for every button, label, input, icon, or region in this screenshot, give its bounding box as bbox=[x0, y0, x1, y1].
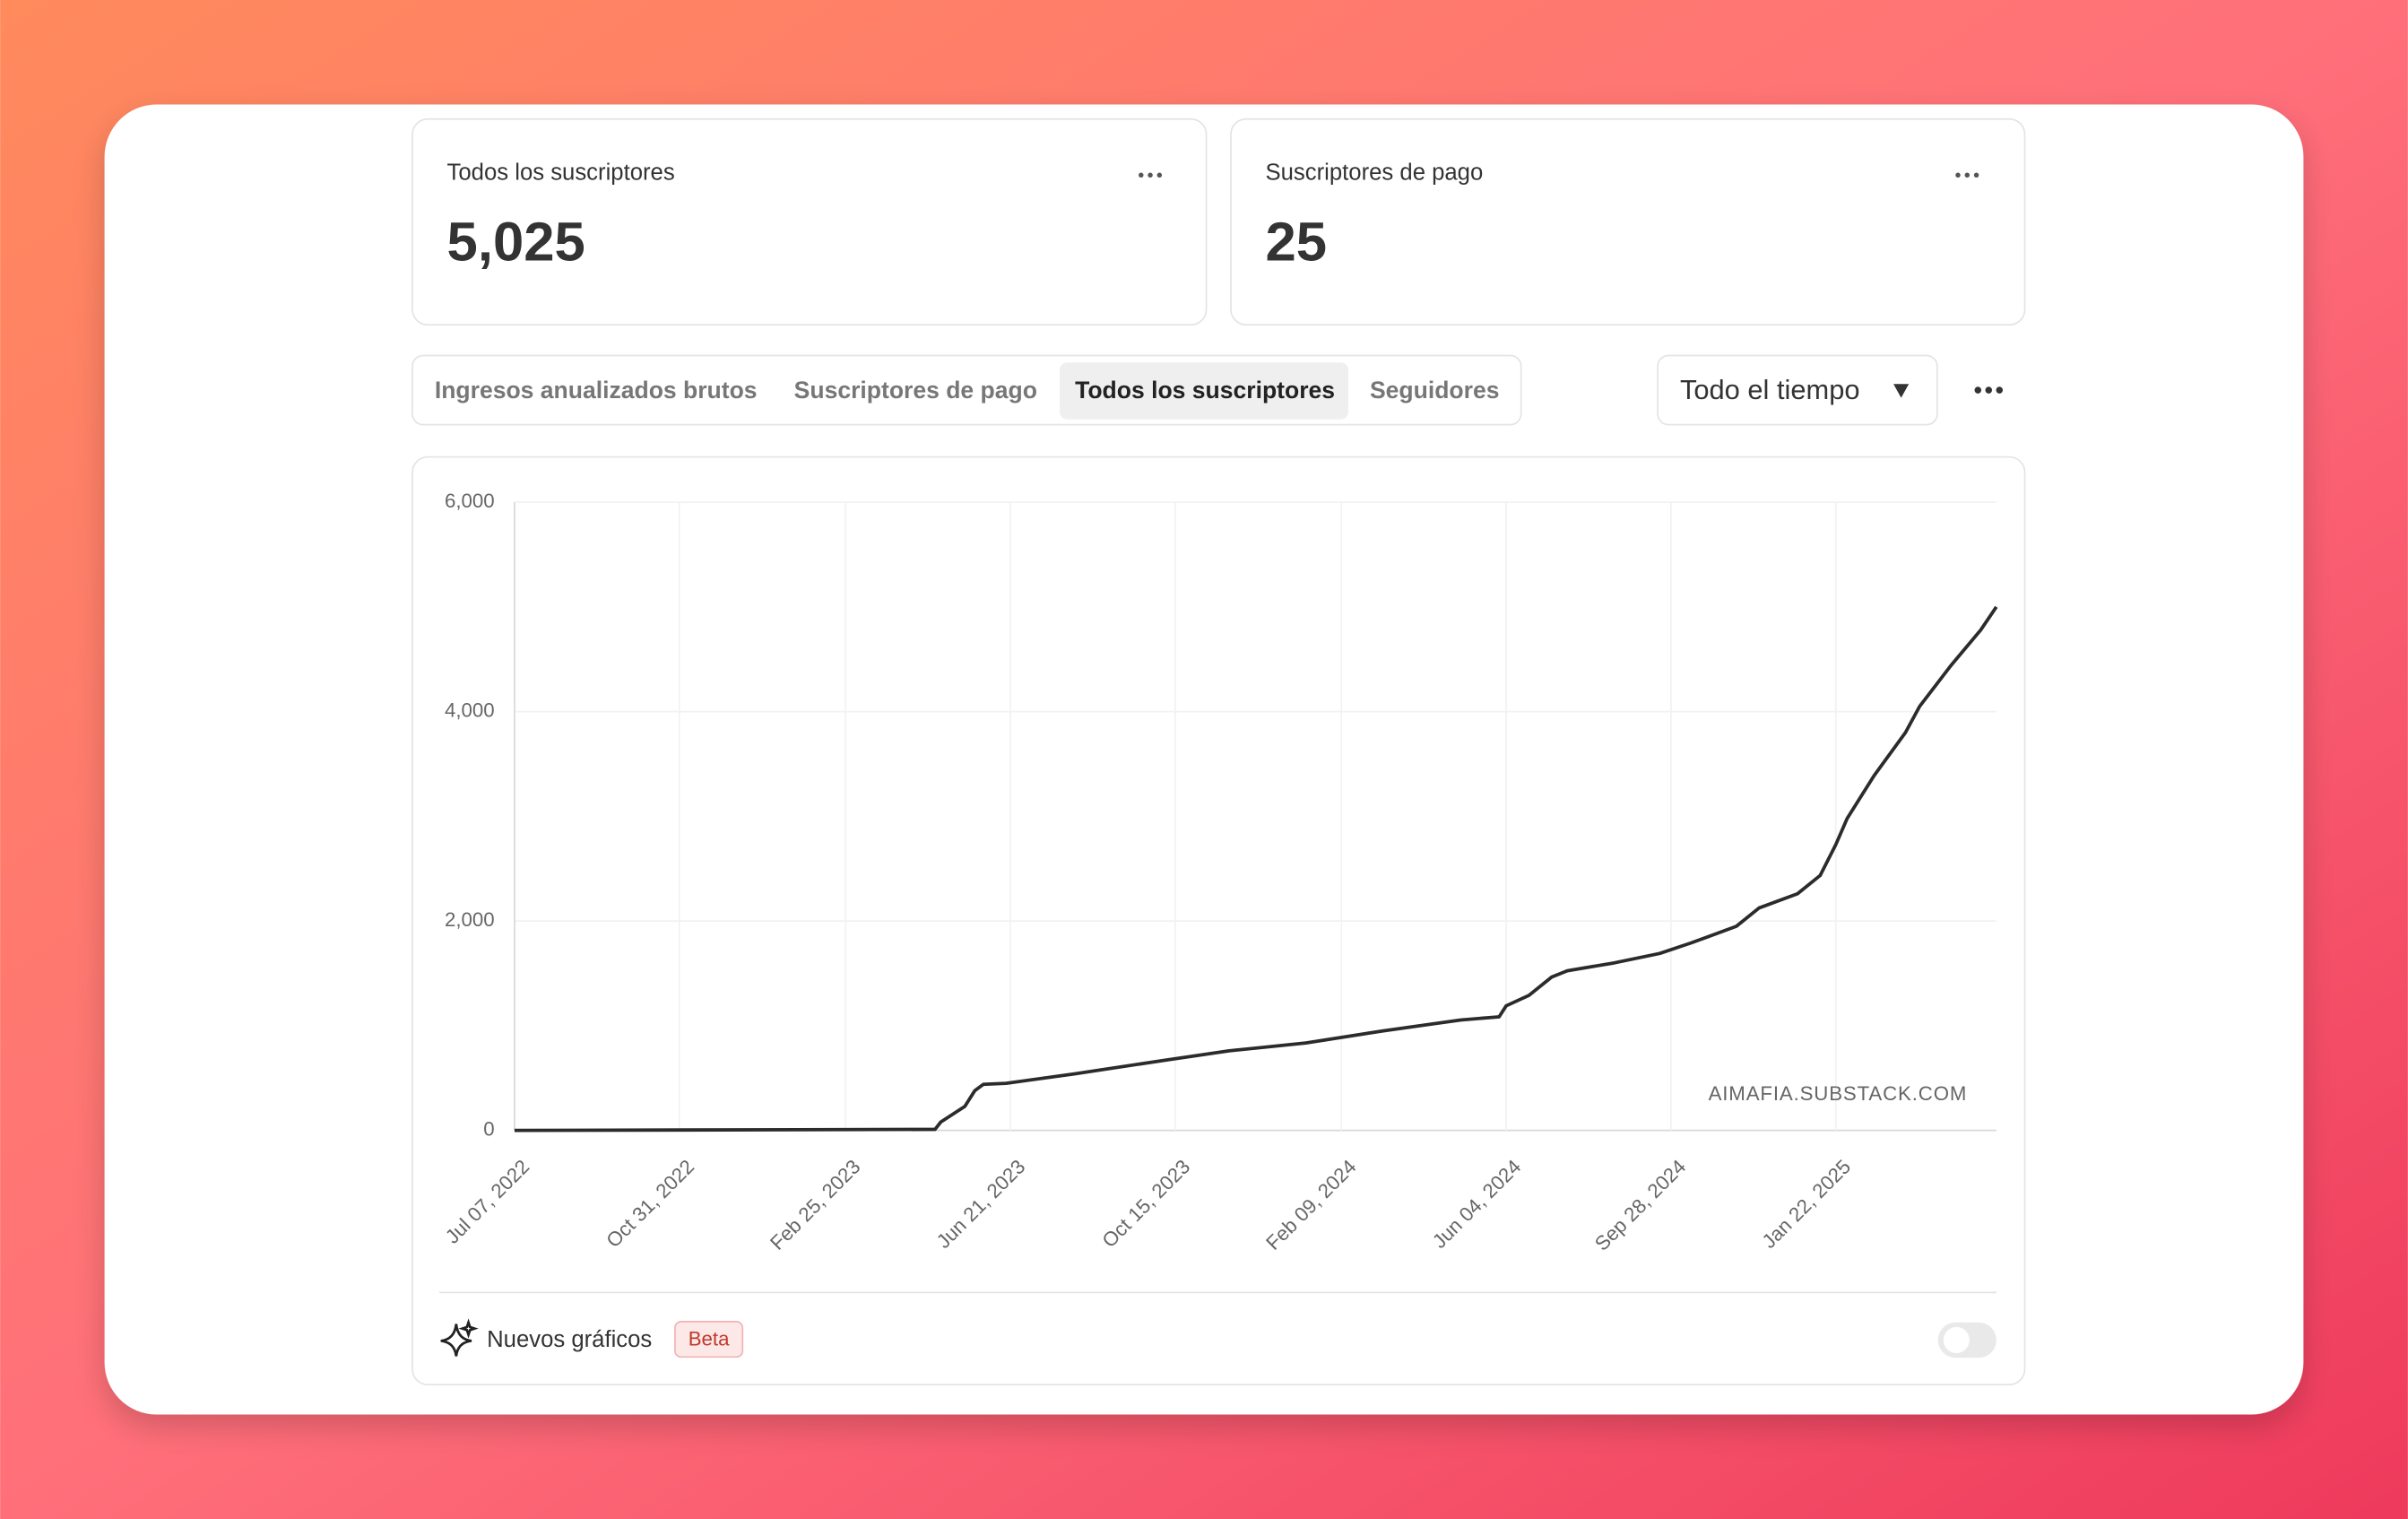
y-tick-label: 6,000 bbox=[445, 490, 495, 512]
stat-card[interactable] bbox=[1230, 117, 2026, 326]
dropdown[interactable] bbox=[1657, 354, 1938, 426]
y-tick-label: 4,000 bbox=[445, 699, 495, 721]
tab[interactable]: Ingresos anualizados brutos bbox=[435, 377, 758, 404]
sparkle-icon bbox=[440, 1318, 479, 1357]
y-tick-label: 0 bbox=[483, 1118, 494, 1141]
line-series bbox=[514, 605, 1998, 1133]
footer-label: Nuevos gráficos bbox=[487, 1327, 652, 1352]
tab[interactable]: Suscriptores de pago bbox=[794, 377, 1037, 404]
watermark: AIMAFIA.SUBSTACK.COM bbox=[1709, 1082, 1968, 1105]
active-tab-bg bbox=[1059, 362, 1349, 420]
card-value: 25 bbox=[1266, 211, 1328, 273]
more-icon[interactable] bbox=[1974, 386, 2004, 394]
toggle-knob bbox=[1943, 1326, 1970, 1354]
dropdown-arrow bbox=[1893, 384, 1910, 398]
y-tick-label: 2,000 bbox=[445, 908, 495, 931]
tab-active[interactable]: Todos los suscriptores bbox=[1075, 377, 1335, 404]
more-icon[interactable] bbox=[1139, 172, 1163, 178]
card-value: 5,025 bbox=[447, 211, 585, 273]
stat-card[interactable] bbox=[411, 117, 1208, 326]
beta-badge bbox=[674, 1321, 744, 1358]
more-icon[interactable] bbox=[1955, 172, 1979, 178]
tab[interactable]: Seguidores bbox=[1370, 377, 1499, 404]
dropdown-label: Todo el tiempo bbox=[1680, 374, 1860, 405]
beta-label: Beta bbox=[689, 1327, 730, 1350]
card-title: Suscriptores de pago bbox=[1266, 160, 1484, 185]
card-title: Todos los suscriptores bbox=[447, 160, 675, 185]
